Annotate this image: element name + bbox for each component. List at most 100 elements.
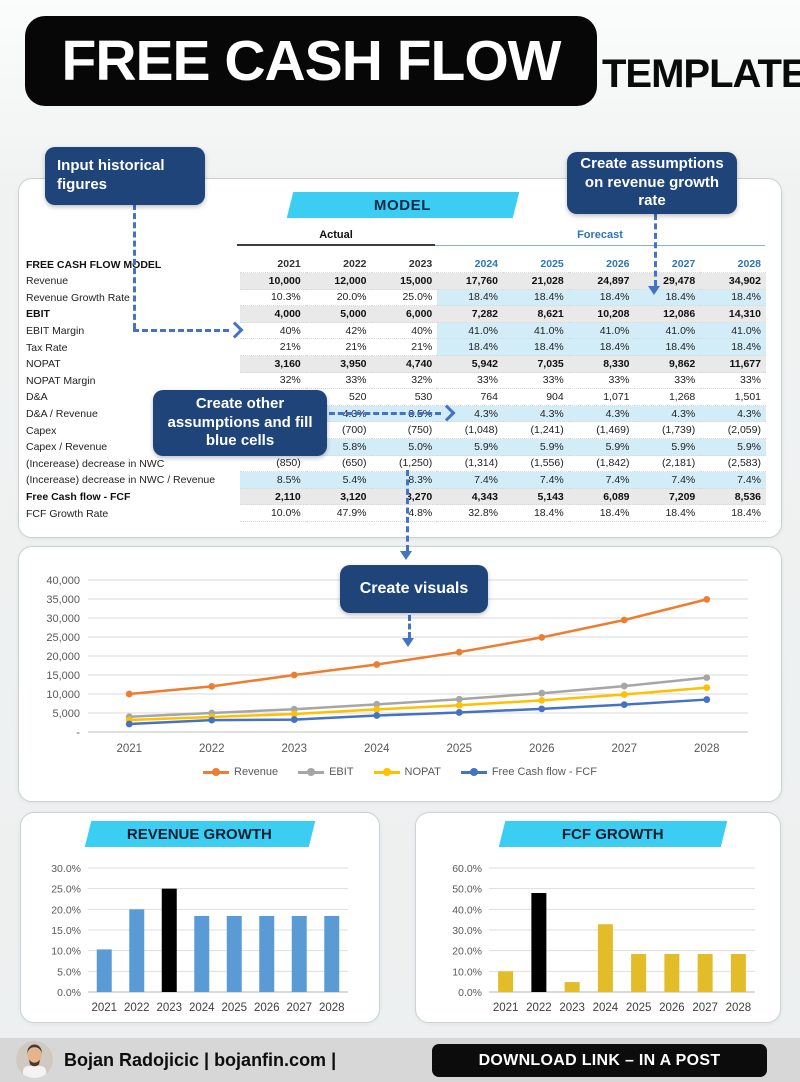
table-cell: 5.9% xyxy=(700,438,766,456)
legend-marker-icon xyxy=(203,768,230,776)
table-cell: 5,143 xyxy=(503,488,569,506)
fcf-growth-bar-chart: 0.0% 10.0% 20.0% 30.0% 40.0% 50.0% 60.0% 2021 20… xyxy=(452,863,755,1014)
x-tick-label: 2021 xyxy=(493,1002,519,1014)
x-tick-label: 2024 xyxy=(189,1002,215,1014)
table-cell: (1,048) xyxy=(437,422,503,439)
row-label: Tax Rate xyxy=(26,341,68,354)
forecast-group-label: Forecast xyxy=(577,229,623,241)
x-tick-label: 2028 xyxy=(726,1002,752,1014)
bar-2023 xyxy=(564,982,580,992)
bar-2027 xyxy=(291,915,307,992)
table-cell: 40% xyxy=(371,323,438,340)
table-cell: 7,209 xyxy=(634,488,701,506)
table-cell: 18.4% xyxy=(700,339,766,356)
table-cell: 2,110 xyxy=(240,488,306,506)
table-cell: 10,208 xyxy=(568,306,635,323)
avatar-image xyxy=(16,1041,53,1078)
table-row: (Incerease) decrease in NWC (850) (650) (1,… xyxy=(24,456,766,473)
y-tick-label: 20,000 xyxy=(46,651,80,663)
arrow-input-vertical xyxy=(133,204,136,329)
table-cell: 41.0% xyxy=(437,322,503,340)
table-cell: 18.4% xyxy=(437,289,503,307)
y-tick-label: 50.0% xyxy=(452,884,482,896)
bar-2021 xyxy=(96,949,112,992)
table-cell: 5,000 xyxy=(305,306,372,323)
table-cell: 33% xyxy=(568,373,635,390)
table-cell: 5.0% xyxy=(371,438,438,456)
table-cell: 904 xyxy=(503,389,569,406)
year-header: 2021 xyxy=(240,256,306,273)
x-tick-label: 2022 xyxy=(199,743,225,755)
table-cell: 9,862 xyxy=(634,355,701,373)
table-cell: (1,469) xyxy=(568,422,635,439)
table-cell: 1,071 xyxy=(568,389,635,406)
table-cell: 4,740 xyxy=(371,355,438,373)
table-cell: 11,677 xyxy=(700,355,766,373)
avatar xyxy=(16,1041,53,1078)
table-cell: (700) xyxy=(305,422,372,439)
download-button[interactable]: DOWNLOAD LINK – IN A POST xyxy=(432,1044,767,1077)
y-tick-label: 10.0% xyxy=(51,946,81,958)
table-cell: 41.0% xyxy=(568,322,635,340)
table-cell: 10.0% xyxy=(240,505,306,522)
x-tick-label: 2027 xyxy=(611,743,637,755)
x-tick-label: 2021 xyxy=(91,1002,117,1014)
table-cell: 33% xyxy=(305,373,372,390)
x-tick-label: 2023 xyxy=(559,1002,585,1014)
bar-2024 xyxy=(194,915,210,992)
arrow-assumptions-head-icon xyxy=(648,286,660,295)
table-cell: 17,760 xyxy=(437,273,503,290)
model-banner: MODEL xyxy=(286,192,520,218)
x-tick-label: 2023 xyxy=(156,1002,182,1014)
callout-create-visuals: Create visuals xyxy=(340,565,488,613)
callout-revenue-assumptions: Create assumptions on revenue growth rat… xyxy=(567,152,737,214)
table-cell: (1,314) xyxy=(437,456,503,473)
row-label: (Incerease) decrease in NWC / Revenue xyxy=(26,474,216,487)
table-cell: 4.3% xyxy=(568,405,635,423)
y-tick-label: 20.0% xyxy=(51,904,81,916)
x-tick-label: 2027 xyxy=(692,1002,718,1014)
table-cell: 15,000 xyxy=(371,273,438,290)
year-header: 2023 xyxy=(371,256,438,273)
table-cell: 7.4% xyxy=(437,472,503,489)
row-label: NOPAT Margin xyxy=(26,374,96,387)
page-subtitle: TEMPLATE xyxy=(602,52,800,96)
table-cell: 18.4% xyxy=(634,505,701,522)
bar-2024 xyxy=(597,924,613,992)
year-header: 2028 xyxy=(700,256,766,273)
table-cell: 4.3% xyxy=(700,405,766,423)
series-free-cash-flow-fcf xyxy=(125,696,711,728)
table-cell: 29,478 xyxy=(634,273,701,290)
bar-2028 xyxy=(324,915,340,992)
table-row: Capex (700) (750) (1,048) (1,241) (1,469) (1,7… xyxy=(24,422,766,439)
x-tick-label: 2021 xyxy=(116,743,142,755)
table-row: D&A 520 530 764 904 1,071 1,268 1,501 xyxy=(24,389,766,406)
table-cell: 18.4% xyxy=(568,505,635,522)
year-header: 2022 xyxy=(305,256,372,273)
x-tick-label: 2028 xyxy=(694,743,720,755)
y-tick-label: 15,000 xyxy=(46,670,80,682)
table-row: Tax Rate 21% 21% 21% 18.4% 18.4% 18.4% 18.4% 18.… xyxy=(24,339,766,356)
x-tick-label: 2024 xyxy=(593,1002,619,1014)
legend-marker-icon xyxy=(298,768,325,776)
table-row: Revenue 10,000 12,000 15,000 17,760 21,028 24,… xyxy=(24,273,766,290)
table-cell: 3,160 xyxy=(240,355,306,373)
table-cell: 41.0% xyxy=(700,322,766,340)
table-cell: 41.0% xyxy=(634,322,701,340)
y-tick-label: 25,000 xyxy=(46,632,80,644)
table-cell: 40% xyxy=(240,323,306,340)
table-cell: 18.4% xyxy=(503,505,569,522)
bar-2028 xyxy=(730,953,746,992)
table-cell: 21% xyxy=(305,339,372,356)
table-row: Revenue Growth Rate 10.3% 20.0% 25.0% 18.4% 1… xyxy=(24,289,766,307)
table-cell: (1,556) xyxy=(503,456,569,473)
row-label: NOPAT xyxy=(26,358,61,371)
table-cell: 5.9% xyxy=(503,438,569,456)
page-title-box: FREE CASH FLOW xyxy=(25,16,597,106)
table-cell: 5.9% xyxy=(634,438,701,456)
table-cell: 21,028 xyxy=(503,273,569,290)
year-header: 2025 xyxy=(503,256,569,273)
table-cell: 33% xyxy=(634,373,701,390)
table-cell: 33% xyxy=(700,373,766,390)
